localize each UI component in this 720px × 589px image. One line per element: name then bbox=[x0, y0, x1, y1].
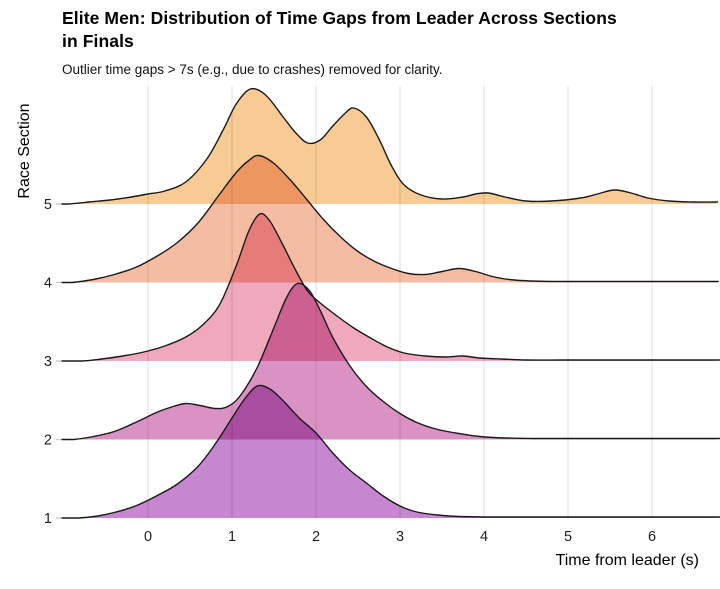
ridge-4-fill bbox=[62, 155, 719, 283]
chart-title: Elite Men: Distribution of Time Gaps fro… bbox=[62, 7, 617, 53]
y-tick-label-4: 4 bbox=[44, 276, 52, 292]
ridge-3-line bbox=[61, 212, 720, 362]
ridge-5-line bbox=[61, 87, 719, 205]
x-tick-label-6: 6 bbox=[648, 529, 656, 545]
chart-subtitle: Outlier time gaps > 7s (e.g., due to cra… bbox=[62, 62, 443, 77]
ridge-5-fill bbox=[62, 88, 718, 204]
x-tick-label-2: 2 bbox=[312, 529, 320, 545]
x-tick-label-4: 4 bbox=[480, 529, 488, 545]
x-tick-label-1: 1 bbox=[228, 529, 236, 545]
x-tick-label-0: 0 bbox=[144, 529, 152, 545]
y-axis-title: Race Section bbox=[16, 103, 33, 199]
ridge-2-fill bbox=[62, 283, 720, 440]
ridge-1-fill bbox=[62, 385, 720, 518]
y-tick-label-3: 3 bbox=[44, 354, 52, 370]
x-axis-title: Time from leader (s) bbox=[555, 552, 699, 569]
chart-title-line-1: Elite Men: Distribution of Time Gaps fro… bbox=[62, 8, 617, 28]
y-tick-label-1: 1 bbox=[44, 511, 52, 527]
x-tick-label-3: 3 bbox=[396, 529, 404, 545]
x-tick-label-5: 5 bbox=[564, 529, 572, 545]
ridge-4-line bbox=[61, 154, 719, 284]
y-tick-label-5: 5 bbox=[44, 197, 52, 213]
y-tick-label-2: 2 bbox=[44, 433, 52, 449]
chart-title-line-2: in Finals bbox=[62, 31, 134, 51]
ridge-2-line bbox=[61, 282, 720, 441]
ridge-1-line bbox=[61, 384, 720, 519]
ridge-3-fill bbox=[62, 213, 720, 361]
